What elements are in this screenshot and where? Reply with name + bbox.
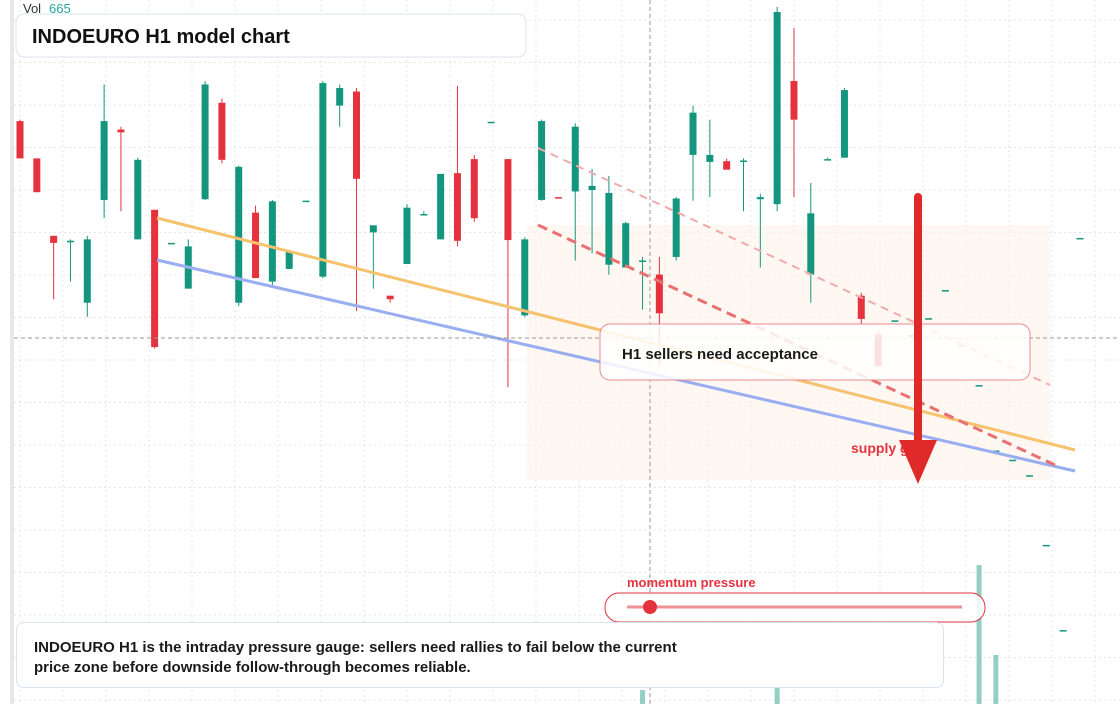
candle-body (941, 290, 949, 292)
candle-body (268, 201, 276, 282)
candle-body (554, 197, 562, 199)
candle-body (975, 385, 983, 387)
candle-body (117, 129, 125, 133)
candle-body (773, 11, 781, 205)
candle-body (50, 235, 58, 243)
candle-body (252, 212, 260, 279)
candle-body (639, 260, 647, 262)
vol-label: Vol (23, 1, 41, 16)
candle-body (891, 320, 899, 322)
candle-body (538, 121, 546, 200)
candle-body (521, 239, 529, 316)
callout-box (599, 323, 1031, 381)
candle-body (201, 84, 209, 200)
volume-bar (774, 685, 780, 704)
candle-body (134, 159, 142, 240)
summary-text: INDOEURO H1 is the intraday pressure gau… (34, 639, 677, 676)
candle-body (706, 154, 714, 162)
candle-body (1026, 475, 1034, 477)
candle-body (285, 252, 293, 269)
volume (640, 565, 999, 704)
summary-box: INDOEURO H1 is the intraday pressure gau… (16, 622, 944, 688)
candle-body (16, 121, 24, 159)
candle-body (437, 173, 445, 240)
vol-value: 665 (49, 1, 71, 16)
gauge-label: momentum pressure (627, 575, 756, 590)
candle-body (83, 239, 91, 303)
title-box (15, 13, 527, 58)
candle-body (723, 161, 731, 170)
candle-body (1042, 544, 1050, 547)
candle-body (605, 192, 613, 265)
candle-body (151, 209, 159, 348)
candle-body (302, 200, 310, 203)
candle-body (571, 126, 579, 192)
candle-body (353, 91, 361, 179)
candle-body (857, 295, 865, 319)
candle-body (420, 214, 428, 216)
candle-body (807, 213, 815, 275)
candle-body (622, 223, 630, 268)
volume-bar (640, 690, 646, 704)
candle-body (1009, 459, 1017, 462)
candle-body (756, 197, 764, 200)
candle-body (1076, 237, 1084, 240)
candle-body (235, 166, 243, 303)
candle-body (33, 158, 41, 193)
candle-body (218, 102, 226, 160)
candle-body (790, 80, 798, 120)
candle-body (655, 274, 663, 314)
trend-line (537, 147, 1051, 386)
volume-bar (993, 655, 999, 704)
candle-body (167, 242, 175, 245)
candle-body (369, 225, 377, 233)
candle-body (386, 295, 394, 300)
candle-body (336, 88, 344, 106)
candle-body (925, 318, 933, 320)
candle-body (504, 159, 512, 241)
candle-body (403, 207, 411, 264)
candle-body (319, 83, 327, 277)
candle-body (588, 185, 596, 191)
gauge-knob (643, 600, 657, 614)
candle-body (100, 121, 108, 200)
candle-body (689, 112, 697, 155)
left-edge (10, 0, 14, 704)
candle-body (1059, 630, 1067, 632)
candle-body (840, 90, 848, 158)
volume-bar (976, 565, 982, 704)
candle-body (824, 159, 832, 161)
candle-body (487, 121, 495, 124)
candle-body (672, 198, 680, 257)
candle-body (739, 160, 747, 163)
candle-body (66, 240, 74, 243)
candle-body (453, 173, 461, 241)
chart-title: INDOEURO H1 model chart (32, 26, 290, 48)
candle-body (470, 159, 478, 219)
callout-text: H1 sellers need acceptance (622, 346, 818, 363)
arrow-head (899, 440, 937, 484)
